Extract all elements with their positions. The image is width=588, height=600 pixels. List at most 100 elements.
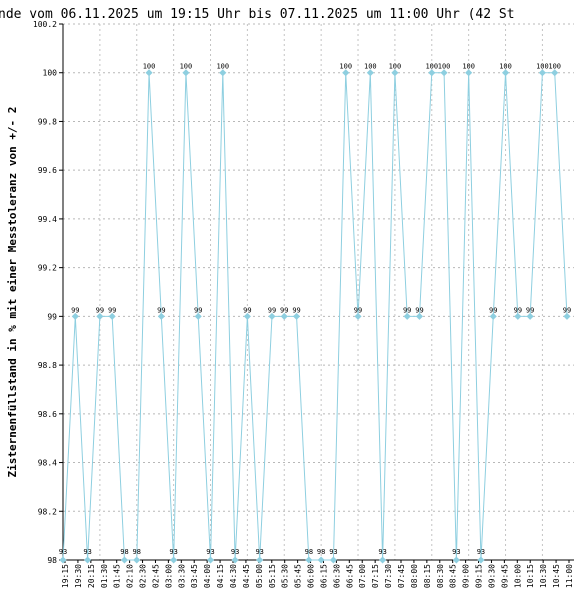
x-tick-label: 19:30 — [74, 564, 83, 588]
x-tick-label: 02:10 — [126, 564, 135, 588]
y-tick-label: 100 — [43, 69, 58, 78]
x-tick-label: 07:30 — [384, 564, 393, 588]
data-label: 100 — [180, 63, 193, 71]
x-tick-label: 02:45 — [151, 564, 160, 588]
x-tick-label: 04:00 — [203, 564, 212, 588]
x-tick-label: 09:00 — [462, 564, 471, 588]
y-tick-labels: 98 98.2 98.4 98.6 98.8 99 99.2 99.4 99.6 99.8 100 1… — [33, 20, 63, 565]
data-point — [440, 69, 448, 77]
y-tick-label: 99.2 — [38, 264, 57, 273]
data-label: 98 — [317, 548, 325, 556]
data-point — [133, 556, 141, 564]
chart-title: nde vom 06.11.2025 um 19:15 Uhr bis 07.1… — [0, 7, 515, 22]
data-label: 93 — [59, 548, 67, 556]
x-tick-label: 06:45 — [345, 564, 354, 588]
x-tick-label: 03:00 — [164, 564, 173, 588]
data-label: 99 — [71, 306, 79, 314]
data-point — [366, 69, 374, 77]
data-point — [391, 69, 399, 77]
x-tick-label: 10:00 — [513, 564, 522, 588]
data-point — [256, 556, 264, 564]
x-tick-label: 10:15 — [526, 564, 535, 588]
data-point — [563, 312, 571, 320]
x-tick-label: 07:45 — [397, 564, 406, 588]
data-label: 99 — [108, 306, 116, 314]
series-line-path — [62, 72, 568, 561]
data-point — [452, 556, 460, 564]
data-point — [71, 312, 79, 320]
data-point — [280, 312, 288, 320]
data-point — [243, 312, 251, 320]
y-tick-label: 99.6 — [38, 166, 57, 175]
data-point — [403, 312, 411, 320]
x-tick-labels: 19:15 19:30 20:15 01:30 01:45 02:10 02:30 02:45… — [61, 560, 574, 588]
series-line: 93 99 93 99 99 98 98 100 99 93 100 99 93 100 93 99 93 99 9… — [59, 63, 571, 564]
x-tick-label: 01:45 — [113, 564, 122, 588]
data-point — [194, 312, 202, 320]
x-tick-label: 05:00 — [255, 564, 264, 588]
data-label: 93 — [231, 548, 239, 556]
data-point — [182, 69, 190, 77]
data-point — [317, 556, 325, 564]
data-point — [219, 69, 227, 77]
data-label: 100 — [499, 63, 512, 71]
x-tick-label: 09:15 — [475, 564, 484, 588]
data-label: 100 — [425, 63, 438, 71]
data-point — [342, 69, 350, 77]
data-point — [354, 312, 362, 320]
y-tick-label: 98.2 — [38, 507, 57, 516]
x-tick-label: 08:15 — [423, 564, 432, 588]
data-label: 100 — [548, 63, 561, 71]
data-point — [108, 312, 116, 320]
x-tick-label: 02:30 — [139, 564, 148, 588]
data-point — [231, 556, 239, 564]
data-label: 93 — [169, 548, 177, 556]
data-label: 93 — [255, 548, 263, 556]
data-point — [514, 312, 522, 320]
x-tick-label: 09:30 — [487, 564, 496, 588]
x-tick-label: 04:30 — [229, 564, 238, 588]
data-label: 100 — [462, 63, 475, 71]
x-tick-label: 10:45 — [552, 564, 561, 588]
data-label: 93 — [329, 548, 337, 556]
x-tick-label: 05:45 — [294, 564, 303, 588]
x-tick-label: 04:45 — [242, 564, 251, 588]
y-axis-label: Zisternenfüllstand in % mit einer Messto… — [6, 107, 19, 478]
y-tick-label: 98.4 — [38, 459, 57, 468]
data-point — [157, 312, 165, 320]
y-tick-label: 98.8 — [38, 361, 57, 370]
data-label: 99 — [415, 306, 423, 314]
y-tick-label: 100.2 — [33, 20, 57, 29]
data-label: 100 — [438, 63, 451, 71]
x-tick-label: 11:00 — [565, 564, 574, 588]
data-label: 99 — [292, 306, 300, 314]
data-point — [268, 312, 276, 320]
data-label: 99 — [243, 306, 251, 314]
data-label: 99 — [403, 306, 411, 314]
data-label: 100 — [143, 63, 156, 71]
data-point — [502, 69, 510, 77]
x-tick-label: 10:30 — [539, 564, 548, 588]
data-label: 100 — [339, 63, 352, 71]
data-point — [465, 69, 473, 77]
data-point — [96, 312, 104, 320]
x-tick-label: 06:15 — [319, 564, 328, 588]
data-label: 99 — [563, 306, 571, 314]
data-label: 93 — [83, 548, 91, 556]
data-point — [489, 312, 497, 320]
x-tick-label: 04:15 — [216, 564, 225, 588]
data-label: 99 — [96, 306, 104, 314]
x-tick-label: 06:30 — [332, 564, 341, 588]
data-label: 100 — [364, 63, 377, 71]
data-label: 99 — [354, 306, 362, 314]
data-label: 93 — [452, 548, 460, 556]
y-tick-label: 98.6 — [38, 410, 57, 419]
data-label: 100 — [216, 63, 229, 71]
data-label: 93 — [378, 548, 386, 556]
x-tick-label: 07:00 — [358, 564, 367, 588]
x-tick-label: 01:30 — [100, 564, 109, 588]
data-point — [551, 69, 559, 77]
x-tick-label: 09:45 — [500, 564, 509, 588]
x-tick-label: 08:45 — [449, 564, 458, 588]
